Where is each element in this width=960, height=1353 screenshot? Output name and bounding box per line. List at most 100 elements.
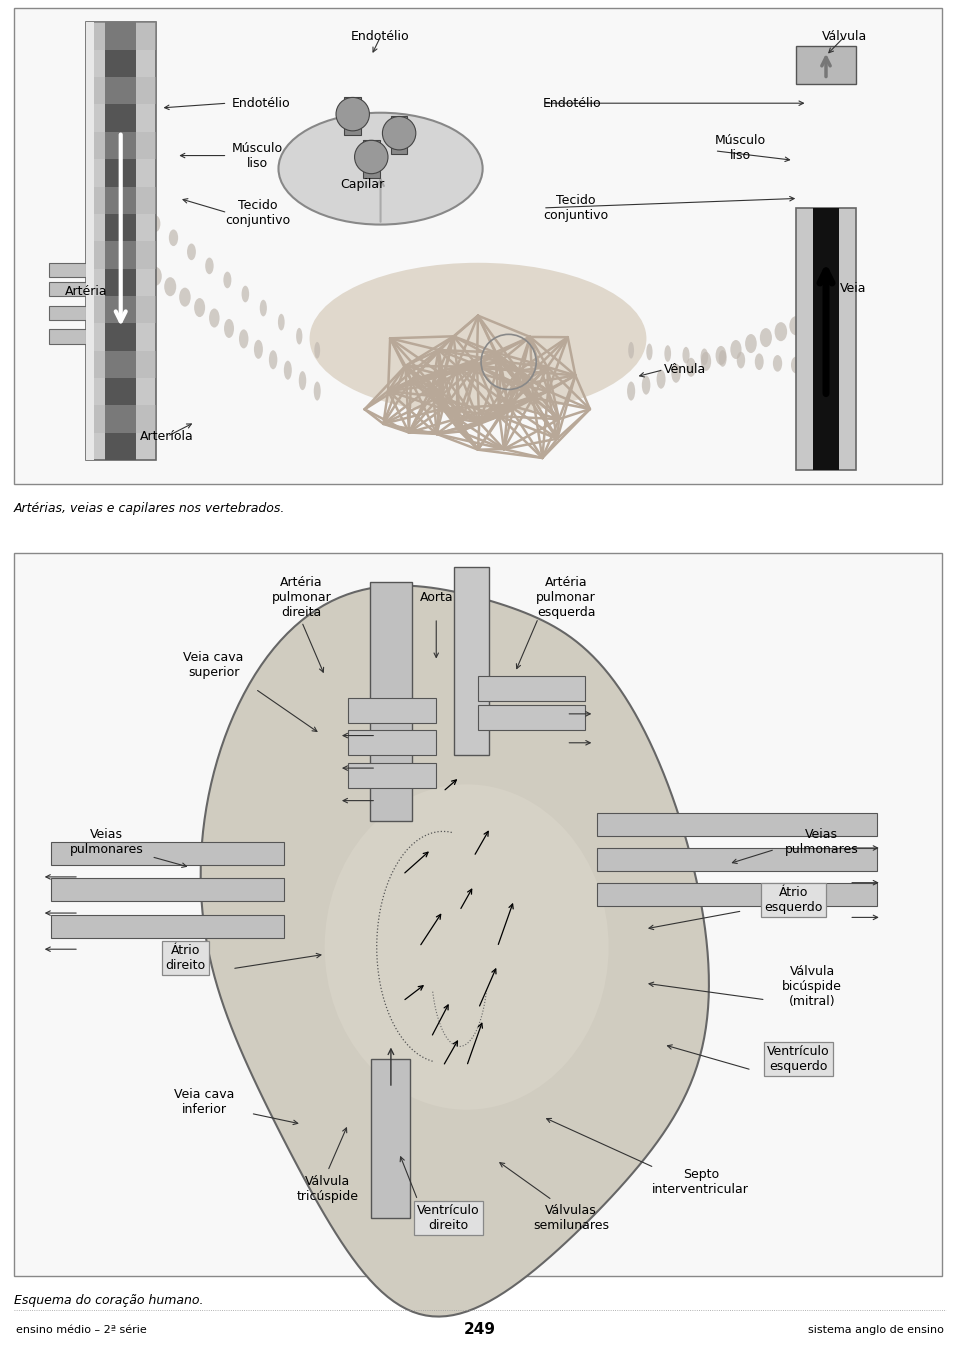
Text: Esquema do coração humano.: Esquema do coração humano.	[14, 1293, 204, 1307]
Ellipse shape	[224, 272, 231, 288]
Text: Veias
pulmonares: Veias pulmonares	[784, 828, 858, 856]
Text: Válvula
tricúspide: Válvula tricúspide	[297, 1176, 359, 1203]
Ellipse shape	[791, 357, 801, 373]
Circle shape	[354, 141, 388, 173]
Text: ensino médio – 2ª série: ensino médio – 2ª série	[16, 1325, 147, 1335]
Bar	[86, 187, 156, 214]
Ellipse shape	[278, 314, 285, 330]
Bar	[348, 698, 436, 723]
Ellipse shape	[775, 322, 787, 341]
Text: Endotélio: Endotélio	[351, 30, 410, 43]
Circle shape	[336, 97, 370, 131]
Bar	[49, 306, 86, 319]
Ellipse shape	[164, 277, 177, 296]
Bar	[86, 22, 94, 460]
Bar	[478, 705, 585, 731]
Bar	[86, 350, 156, 377]
Bar	[106, 22, 136, 460]
Text: Septo
interventricular: Septo interventricular	[652, 1168, 749, 1196]
Bar	[86, 241, 156, 269]
Bar	[86, 22, 156, 460]
Ellipse shape	[773, 354, 782, 372]
Ellipse shape	[299, 371, 306, 390]
Ellipse shape	[715, 346, 727, 365]
Ellipse shape	[151, 215, 160, 233]
Text: sistema anglo de ensino: sistema anglo de ensino	[808, 1325, 944, 1335]
Text: Tecido
conjuntivo: Tecido conjuntivo	[226, 199, 291, 227]
Ellipse shape	[755, 353, 763, 371]
Ellipse shape	[309, 262, 646, 414]
Ellipse shape	[284, 361, 292, 380]
Ellipse shape	[209, 308, 220, 327]
Bar	[597, 848, 877, 871]
Text: Válvulas
semilunares: Válvulas semilunares	[533, 1204, 609, 1233]
Ellipse shape	[745, 334, 756, 353]
Bar	[348, 763, 436, 787]
Ellipse shape	[260, 300, 267, 317]
Ellipse shape	[701, 352, 711, 371]
Bar	[370, 582, 412, 820]
Ellipse shape	[646, 344, 653, 360]
Bar	[391, 116, 407, 154]
Text: Artéria
pulmonar
direita: Artéria pulmonar direita	[272, 576, 331, 620]
Ellipse shape	[671, 364, 681, 383]
Ellipse shape	[194, 298, 205, 317]
Ellipse shape	[736, 352, 745, 368]
Ellipse shape	[701, 349, 708, 365]
Ellipse shape	[789, 317, 803, 336]
Bar	[14, 8, 942, 484]
Bar	[51, 915, 284, 938]
Text: Artéria: Artéria	[65, 284, 108, 298]
Ellipse shape	[169, 230, 179, 246]
Text: 249: 249	[464, 1322, 496, 1338]
Bar	[813, 208, 839, 469]
Ellipse shape	[628, 342, 634, 359]
Ellipse shape	[314, 342, 320, 359]
Bar	[86, 406, 156, 433]
Bar	[345, 97, 361, 135]
Ellipse shape	[278, 112, 483, 225]
Ellipse shape	[686, 357, 696, 377]
Bar	[796, 46, 856, 84]
Bar	[51, 842, 284, 866]
Bar	[372, 1059, 410, 1218]
Ellipse shape	[314, 382, 321, 400]
Text: Músculo
liso: Músculo liso	[714, 134, 766, 162]
Ellipse shape	[731, 340, 741, 359]
Text: Artérias, veias e capilares nos vertebrados.: Artérias, veias e capilares nos vertebra…	[14, 502, 285, 515]
Bar	[49, 329, 86, 344]
Ellipse shape	[224, 319, 234, 338]
Ellipse shape	[642, 376, 650, 395]
Ellipse shape	[627, 382, 636, 400]
Ellipse shape	[205, 257, 214, 275]
Ellipse shape	[759, 327, 772, 348]
Ellipse shape	[657, 369, 665, 388]
Ellipse shape	[180, 288, 191, 307]
Text: Ventrículo
direito: Ventrículo direito	[417, 1204, 480, 1233]
Bar	[14, 553, 942, 1276]
Bar	[363, 139, 379, 179]
Text: Veia: Veia	[840, 283, 867, 295]
Text: Válvula
bicúspide
(mitral): Válvula bicúspide (mitral)	[782, 965, 842, 1008]
Bar	[597, 813, 877, 836]
Bar	[49, 281, 86, 296]
Bar	[478, 676, 585, 701]
Text: Ventrículo
esquerdo: Ventrículo esquerdo	[767, 1045, 829, 1073]
Circle shape	[382, 116, 416, 150]
Bar	[796, 208, 856, 469]
Text: Capilar: Capilar	[340, 177, 384, 191]
Text: Vênula: Vênula	[663, 363, 706, 376]
Text: Válvula: Válvula	[822, 30, 867, 43]
Ellipse shape	[269, 350, 277, 369]
Ellipse shape	[683, 346, 689, 364]
Text: Arteríola: Arteríola	[140, 430, 194, 442]
Bar	[51, 878, 284, 901]
Polygon shape	[201, 586, 708, 1316]
Bar	[348, 731, 436, 755]
Bar	[86, 22, 156, 50]
Bar	[86, 131, 156, 160]
Ellipse shape	[242, 285, 250, 302]
Text: Veia cava
superior: Veia cava superior	[183, 651, 244, 679]
Text: Músculo
liso: Músculo liso	[232, 142, 283, 169]
Text: Veias
pulmonares: Veias pulmonares	[70, 828, 144, 856]
